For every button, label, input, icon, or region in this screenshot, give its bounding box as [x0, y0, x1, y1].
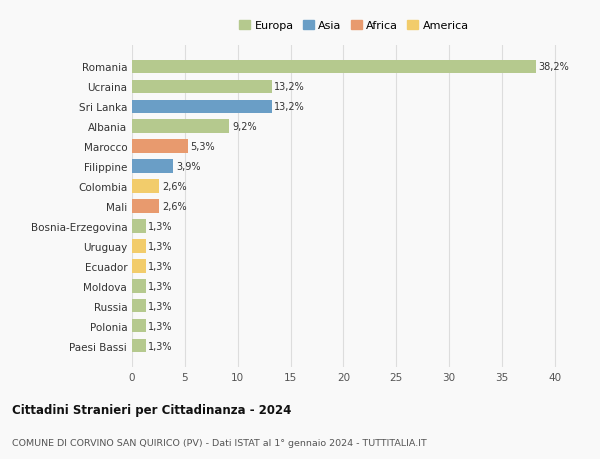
- Text: 13,2%: 13,2%: [274, 102, 305, 112]
- Bar: [132, 259, 146, 273]
- Text: Cittadini Stranieri per Cittadinanza - 2024: Cittadini Stranieri per Cittadinanza - 2…: [12, 403, 292, 416]
- Bar: [132, 339, 146, 353]
- Legend: Europa, Asia, Africa, America: Europa, Asia, Africa, America: [235, 16, 473, 35]
- Bar: [132, 319, 146, 333]
- Bar: [132, 80, 272, 94]
- Bar: [132, 200, 160, 213]
- Bar: [132, 220, 146, 233]
- Bar: [132, 180, 160, 193]
- Text: 1,3%: 1,3%: [148, 241, 173, 252]
- Text: 3,9%: 3,9%: [176, 162, 200, 172]
- Text: 38,2%: 38,2%: [538, 62, 569, 72]
- Bar: [132, 240, 146, 253]
- Text: 1,3%: 1,3%: [148, 221, 173, 231]
- Text: 1,3%: 1,3%: [148, 301, 173, 311]
- Text: 1,3%: 1,3%: [148, 321, 173, 331]
- Bar: [132, 299, 146, 313]
- Bar: [132, 61, 536, 74]
- Text: COMUNE DI CORVINO SAN QUIRICO (PV) - Dati ISTAT al 1° gennaio 2024 - TUTTITALIA.: COMUNE DI CORVINO SAN QUIRICO (PV) - Dat…: [12, 438, 427, 447]
- Text: 2,6%: 2,6%: [162, 202, 187, 212]
- Bar: [132, 101, 272, 114]
- Bar: [132, 280, 146, 293]
- Text: 2,6%: 2,6%: [162, 182, 187, 192]
- Text: 1,3%: 1,3%: [148, 281, 173, 291]
- Text: 13,2%: 13,2%: [274, 82, 305, 92]
- Text: 5,3%: 5,3%: [191, 142, 215, 152]
- Bar: [132, 140, 188, 154]
- Bar: [132, 120, 229, 134]
- Text: 9,2%: 9,2%: [232, 122, 257, 132]
- Text: 1,3%: 1,3%: [148, 341, 173, 351]
- Text: 1,3%: 1,3%: [148, 261, 173, 271]
- Bar: [132, 160, 173, 174]
